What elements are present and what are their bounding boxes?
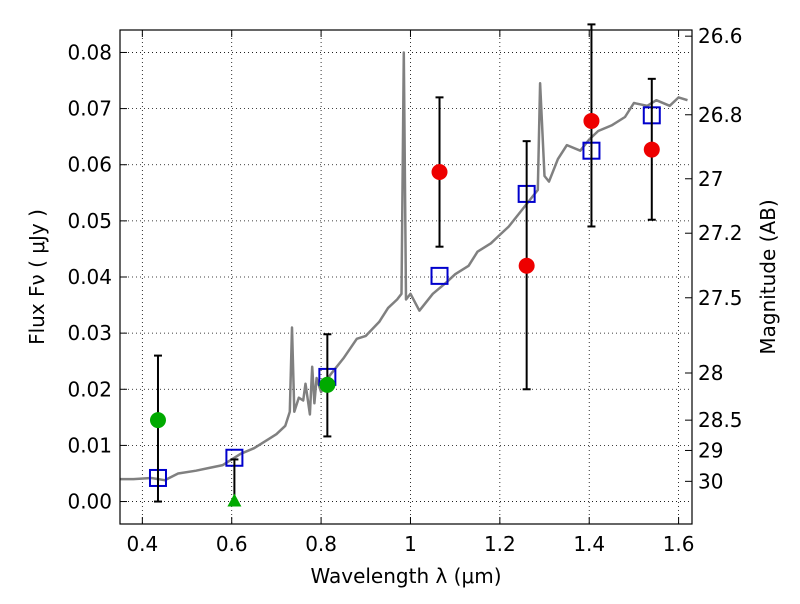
model-spectrum-line	[120, 51, 688, 482]
upper-limit-triangle	[227, 493, 242, 507]
data-point	[518, 257, 535, 274]
data-point	[149, 412, 166, 429]
y-tick-label: 0.06	[67, 153, 112, 177]
axis-ticks: 0.4 0.6 0.8 1 1.2 1.4 1.6 0.00 0.01 0.02 0.03 0.04 0…	[67, 24, 742, 556]
right-tick-label: 28.5	[698, 408, 743, 432]
y-tick-label: 0.08	[67, 40, 112, 64]
y-tick-label: 0.03	[67, 321, 112, 345]
y-tick-label: 0.01	[67, 433, 112, 457]
y-tick-label: 0.04	[67, 265, 112, 289]
x-tick-label: 0.8	[305, 532, 337, 556]
data-point	[643, 141, 660, 158]
y-axis-label-right: Magnitude (AB)	[756, 199, 780, 354]
x-tick-label: 1.4	[573, 532, 605, 556]
x-tick-label: 1	[404, 532, 417, 556]
x-tick-label: 1.6	[663, 532, 695, 556]
data-point	[431, 164, 448, 181]
y-tick-label: 0.05	[67, 209, 112, 233]
y-tick-label: 0.07	[67, 97, 112, 121]
data-point	[583, 112, 600, 129]
series-layer	[120, 23, 688, 507]
y-tick-label: 0.02	[67, 377, 112, 401]
right-tick-label: 28	[698, 361, 723, 385]
right-tick-label: 27.5	[698, 286, 743, 310]
right-tick-label: 27	[698, 167, 723, 191]
x-tick-label: 1.2	[484, 532, 516, 556]
y-axis-label: Flux Fν ( μJy )	[25, 209, 49, 345]
x-axis-label: Wavelength λ (μm)	[310, 564, 501, 588]
x-tick-label: 0.6	[216, 532, 248, 556]
y-tick-label: 0.00	[67, 490, 112, 514]
right-tick-label: 29	[698, 438, 723, 462]
grid-lines	[120, 30, 692, 524]
model-photometry-point	[430, 266, 449, 285]
right-tick-label: 27.2	[698, 221, 743, 245]
right-tick-label: 26.6	[698, 24, 743, 48]
right-tick-label: 26.8	[698, 103, 743, 127]
right-tick-label: 30	[698, 469, 723, 493]
x-tick-label: 0.4	[126, 532, 158, 556]
data-point	[319, 376, 336, 393]
